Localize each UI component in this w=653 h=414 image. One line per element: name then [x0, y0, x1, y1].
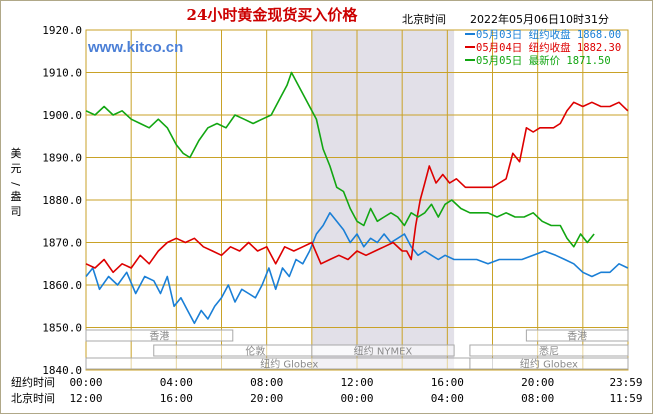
series-line-1	[85, 101, 629, 274]
x-tick-label: 11:59	[609, 392, 642, 405]
legend-entry: 05月03日 纽约收盘 1868.00	[476, 28, 621, 41]
y-axis-label-3: /	[9, 182, 22, 186]
y-axis-label-4: 盎	[11, 189, 22, 203]
series-line-0	[85, 212, 629, 325]
x-tick-label: 20:00	[521, 376, 554, 389]
y-tick-label: 1860.0	[42, 279, 82, 292]
x-tick-label: 00:00	[340, 392, 373, 405]
market-session-label: 纽约 Globex	[520, 358, 578, 371]
market-session-box	[469, 344, 629, 357]
timezone-label: 北京时间	[402, 12, 446, 26]
x-row-label: 北京时间	[11, 391, 55, 405]
chart-title: 24小时黄金现货买入价格	[187, 6, 359, 24]
x-tick-label: 12:00	[340, 376, 373, 389]
x-tick-label: 23:59	[609, 376, 642, 389]
y-tick-label: 1870.0	[42, 237, 82, 250]
x-tick-label: 04:00	[160, 376, 193, 389]
market-session-label: 伦敦	[245, 345, 265, 358]
x-tick-label: 12:00	[69, 392, 102, 405]
x-tick-label: 16:00	[160, 392, 193, 405]
market-session-label: 纽约 Globex	[260, 358, 318, 371]
y-tick-label: 1910.0	[42, 67, 82, 80]
y-tick-label: 1920.0	[42, 24, 82, 37]
legend-entry: 05月05日 最新价 1871.50	[476, 54, 611, 67]
x-tick-label: 00:00	[69, 376, 102, 389]
y-tick-label: 1840.0	[42, 364, 82, 377]
market-session-label: 香港	[149, 331, 169, 343]
kitco-watermark: www.kitco.cn	[87, 39, 183, 56]
x-tick-label: 08:00	[521, 392, 554, 405]
x-row-label: 纽约时间	[11, 375, 55, 389]
x-tick-label: 08:00	[250, 376, 283, 389]
y-tick-label: 1850.0	[42, 322, 82, 335]
y-axis-label-5: 司	[11, 205, 22, 218]
y-axis-label-1: 美	[11, 147, 22, 160]
x-tick-label: 04:00	[431, 392, 464, 405]
legend-entry: 05月04日 纽约收盘 1882.30	[476, 41, 621, 54]
x-tick-label: 16:00	[431, 376, 464, 389]
market-session-box	[525, 329, 629, 342]
series-line-2	[85, 71, 595, 248]
market-session-label: 香港	[567, 331, 587, 343]
current-datetime: 2022年05月06日10时31分	[470, 12, 609, 26]
y-axis-label-2: 元	[11, 162, 22, 175]
x-tick-label: 20:00	[250, 392, 283, 405]
market-session-label: 纽约 NYMEX	[354, 345, 413, 358]
y-tick-label: 1900.0	[42, 109, 82, 122]
market-session-box	[85, 329, 234, 342]
plot-border	[85, 29, 629, 371]
y-tick-label: 1890.0	[42, 152, 82, 165]
market-session-label: 悉尼	[539, 346, 559, 358]
market-session-box	[311, 344, 455, 357]
market-session-box	[469, 357, 629, 370]
y-tick-label: 1880.0	[42, 194, 82, 207]
